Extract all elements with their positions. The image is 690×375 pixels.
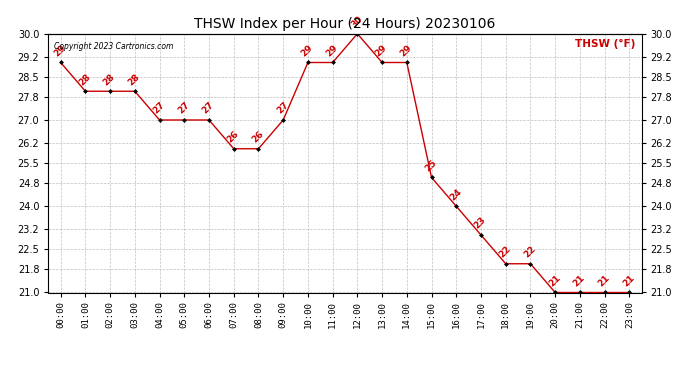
Text: 27: 27	[151, 100, 166, 116]
Text: 27: 27	[275, 100, 290, 116]
Text: 24: 24	[448, 187, 463, 202]
Text: 21: 21	[596, 273, 611, 288]
Text: 29: 29	[52, 43, 68, 58]
Text: 26: 26	[226, 129, 241, 145]
Text: 30: 30	[349, 15, 364, 30]
Text: 28: 28	[126, 72, 141, 87]
Text: 27: 27	[176, 100, 191, 116]
Text: 28: 28	[102, 72, 117, 87]
Text: 28: 28	[77, 72, 92, 87]
Text: 23: 23	[473, 216, 488, 231]
Text: 21: 21	[547, 273, 562, 288]
Text: 22: 22	[497, 244, 513, 260]
Title: THSW Index per Hour (24 Hours) 20230106: THSW Index per Hour (24 Hours) 20230106	[195, 17, 495, 31]
Text: 29: 29	[399, 43, 414, 58]
Text: 29: 29	[374, 43, 389, 58]
Text: 21: 21	[571, 273, 586, 288]
Text: 21: 21	[621, 273, 636, 288]
Text: 27: 27	[201, 100, 216, 116]
Text: 26: 26	[250, 129, 266, 145]
Text: 22: 22	[522, 244, 538, 260]
Text: 29: 29	[299, 43, 315, 58]
Text: THSW (°F): THSW (°F)	[575, 39, 635, 49]
Text: 29: 29	[324, 43, 339, 58]
Text: Copyright 2023 Cartronics.com: Copyright 2023 Cartronics.com	[55, 42, 174, 51]
Text: 25: 25	[423, 158, 438, 173]
